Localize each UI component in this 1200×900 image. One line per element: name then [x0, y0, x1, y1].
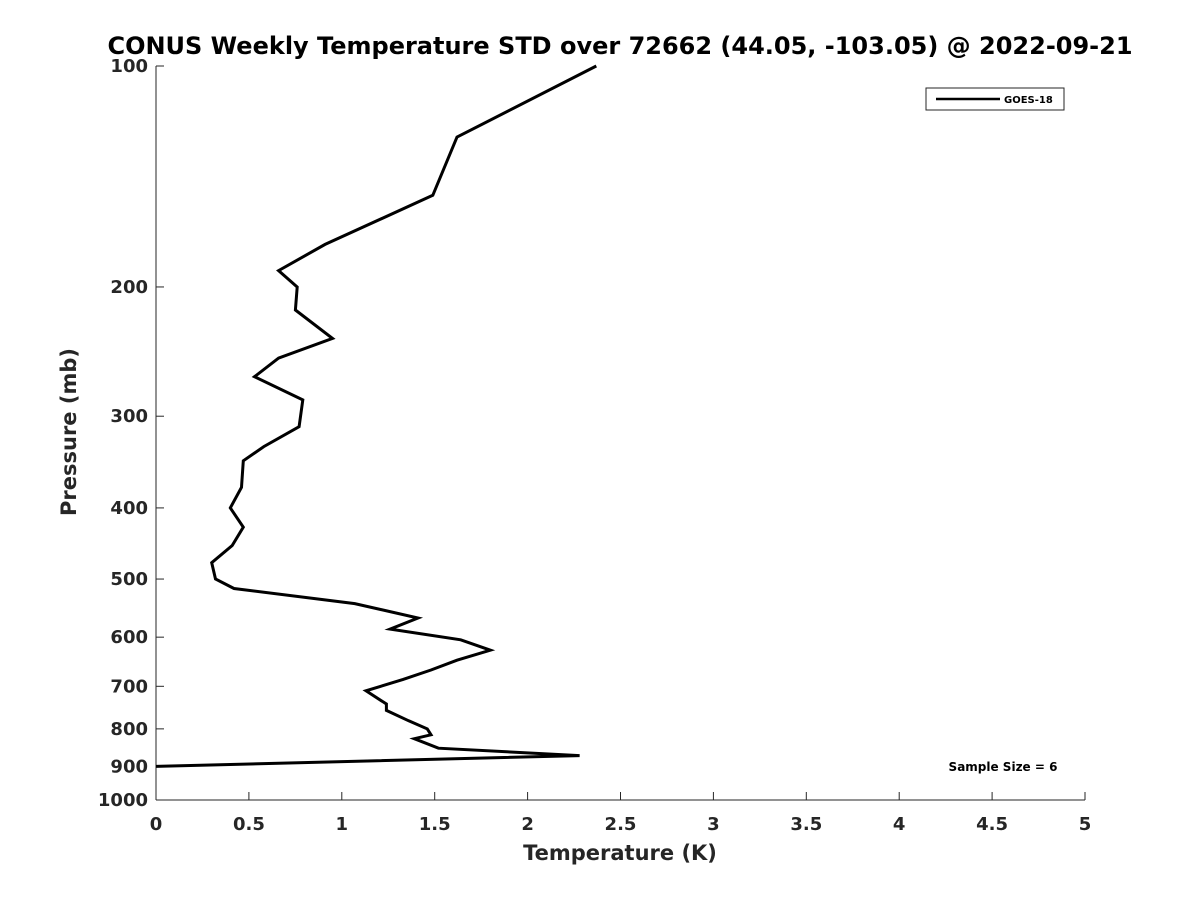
y-tick-label: 800 — [110, 719, 148, 740]
legend-label: GOES-18 — [1004, 95, 1053, 106]
y-tick-label: 200 — [110, 277, 148, 298]
x-tick-label: 2 — [521, 814, 534, 835]
y-tick-label: 600 — [110, 627, 148, 648]
chart-title: CONUS Weekly Temperature STD over 72662 … — [107, 32, 1132, 60]
x-tick-label: 1.5 — [419, 814, 451, 835]
y-tick-label: 900 — [110, 756, 148, 777]
x-tick-label: 4 — [893, 814, 906, 835]
x-tick-label: 0.5 — [233, 814, 265, 835]
series-line-0 — [155, 64, 597, 768]
axes: 0 0.5 1 1.5 2 2.5 3 3.5 4 4.5 5 100 200 300 400 500 600 7… — [98, 56, 1091, 835]
x-tick-label: 4.5 — [976, 814, 1008, 835]
x-tick-label: 0 — [150, 814, 163, 835]
y-tick-label: 700 — [110, 676, 148, 697]
x-tick-label: 2.5 — [605, 814, 637, 835]
y-tick-label: 1000 — [98, 790, 148, 811]
x-axis-label: Temperature (K) — [523, 841, 717, 865]
x-tick-label: 3.5 — [790, 814, 822, 835]
y-tick-label: 100 — [110, 56, 148, 77]
sample-size-annotation: Sample Size = 6 — [949, 760, 1058, 774]
x-tick-label: 5 — [1079, 814, 1092, 835]
series-layer — [155, 64, 597, 768]
y-axis-label: Pressure (mb) — [57, 348, 81, 516]
x-tick-label: 1 — [336, 814, 349, 835]
y-tick-label: 500 — [110, 569, 148, 590]
y-tick-label: 300 — [110, 406, 148, 427]
x-tick-label: 3 — [707, 814, 720, 835]
y-tick-label: 400 — [110, 498, 148, 519]
legend: GOES-18 — [925, 87, 1065, 111]
